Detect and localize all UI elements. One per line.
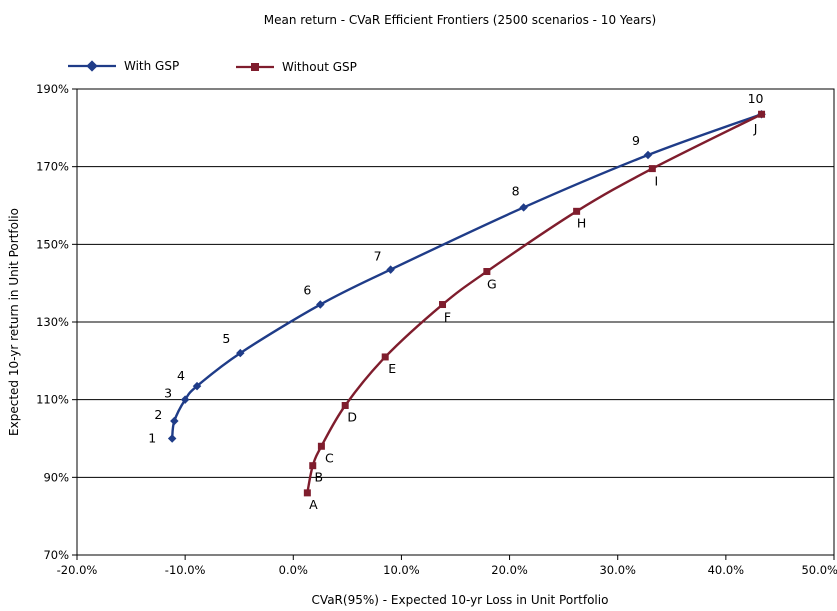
x-tick-label: 20.0% <box>491 563 528 577</box>
y-tick-label: 190% <box>36 82 69 96</box>
y-tick-label: 70% <box>43 548 69 562</box>
legend-label-without-gsp: Without GSP <box>282 60 357 74</box>
legend-item-without-gsp: Without GSP <box>236 60 357 74</box>
data-point-without-gsp <box>439 301 447 309</box>
point-label-without-gsp: D <box>347 409 357 424</box>
x-tick-label: 50.0% <box>801 563 837 577</box>
x-tick-label: 40.0% <box>708 563 745 577</box>
y-tick-label: 130% <box>36 315 69 329</box>
x-tick-label: 30.0% <box>599 563 636 577</box>
data-point-with-gsp <box>386 265 395 274</box>
x-tick-label: -10.0% <box>165 563 206 577</box>
data-point-with-gsp <box>316 300 325 309</box>
y-axis-ticks: 70% 90% 110% 130% 150% 170% 190% <box>36 82 77 562</box>
legend-marker-diamond <box>86 60 98 72</box>
series-line-with-gsp <box>170 113 762 439</box>
gridlines <box>77 166 834 478</box>
y-tick-label: 110% <box>36 393 69 407</box>
x-axis-label: CVaR(95%) - Expected 10-yr Loss in Unit … <box>312 593 609 607</box>
point-label-with-gsp: 5 <box>222 331 230 346</box>
series-line-without-gsp <box>306 113 763 494</box>
point-label-without-gsp: I <box>654 174 658 189</box>
legend-item-with-gsp: With GSP <box>68 59 179 73</box>
data-point-without-gsp <box>303 489 311 497</box>
point-label-without-gsp: G <box>487 277 497 292</box>
x-tick-label: -20.0% <box>57 563 98 577</box>
data-point-without-gsp <box>758 110 766 118</box>
point-label-without-gsp: C <box>325 450 334 465</box>
data-point-with-gsp <box>167 434 177 443</box>
data-point-with-gsp <box>180 395 190 404</box>
x-axis-ticks: -20.0% -10.0% 0.0% 10.0% 20.0% 30.0% 40.0% 50.0… <box>57 555 837 577</box>
legend-marker-square <box>251 63 259 71</box>
point-label-without-gsp: F <box>444 310 451 325</box>
point-label-without-gsp: A <box>309 497 318 512</box>
point-label-with-gsp: 9 <box>632 133 640 148</box>
point-label-with-gsp: 3 <box>164 386 172 401</box>
y-tick-label: 150% <box>36 237 69 251</box>
data-point-without-gsp <box>648 165 656 173</box>
point-label-without-gsp: B <box>314 470 323 485</box>
legend: With GSP Without GSP <box>68 59 357 74</box>
point-label-with-gsp: 8 <box>512 183 520 198</box>
point-label-without-gsp: E <box>388 361 396 376</box>
data-point-with-gsp <box>170 416 179 426</box>
data-point-with-gsp <box>236 348 245 358</box>
series-layer: 1 234 5 6 7 8 9 10 ABC D E F G H I J <box>148 91 766 512</box>
point-label-with-gsp: 10 <box>748 91 764 106</box>
point-label-with-gsp: 7 <box>374 249 382 264</box>
data-point-without-gsp <box>317 442 325 450</box>
data-point-without-gsp <box>381 353 389 361</box>
data-point-without-gsp <box>341 401 349 409</box>
y-tick-label: 90% <box>43 470 69 484</box>
data-point-with-gsp <box>519 203 528 212</box>
data-point-with-gsp <box>192 381 202 391</box>
data-point-without-gsp <box>483 268 491 276</box>
chart-title: Mean return - CVaR Efficient Frontiers (… <box>264 13 656 27</box>
data-point-without-gsp <box>309 462 317 470</box>
y-axis-label: Expected 10-yr return in Unit Portfolio <box>7 208 21 436</box>
point-label-without-gsp: J <box>753 121 758 136</box>
data-point-without-gsp <box>573 207 581 215</box>
x-tick-label: 0.0% <box>279 563 308 577</box>
data-point-with-gsp <box>643 150 653 160</box>
point-label-without-gsp: H <box>577 215 586 230</box>
legend-label-with-gsp: With GSP <box>124 59 179 73</box>
point-label-with-gsp: 2 <box>154 407 162 422</box>
x-tick-label: 10.0% <box>383 563 420 577</box>
point-label-with-gsp: 4 <box>177 368 185 383</box>
y-tick-label: 170% <box>36 160 69 174</box>
point-label-with-gsp: 6 <box>303 283 311 298</box>
point-label-with-gsp: 1 <box>148 431 156 446</box>
